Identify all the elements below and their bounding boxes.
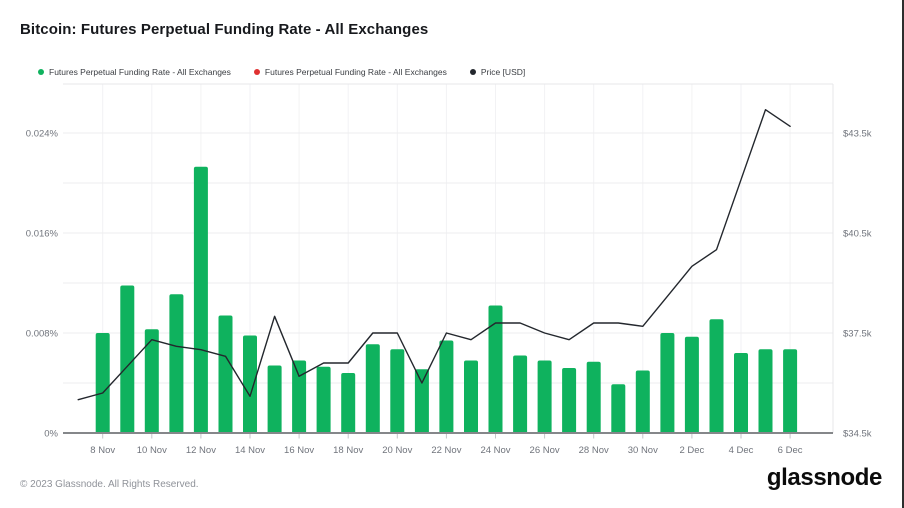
x-axis-label: 6 Dec	[778, 445, 803, 456]
funding-rate-bar	[193, 166, 208, 434]
x-axis-label: 30 Nov	[628, 445, 658, 456]
funding-rate-bar	[562, 368, 577, 433]
x-axis-label: 18 Nov	[333, 445, 363, 456]
funding-rate-bar	[684, 336, 699, 433]
y-axis-label-price: $40.5k	[843, 229, 872, 240]
copyright-text: © 2023 Glassnode. All Rights Reserved.	[20, 479, 199, 490]
legend-item-1[interactable]: Futures Perpetual Funding Rate - All Exc…	[253, 67, 447, 77]
legend-dot-icon	[38, 69, 44, 75]
y-axis-label-funding: 0.008%	[26, 329, 59, 340]
legend-dot-icon	[469, 69, 476, 75]
funding-rate-bar	[218, 315, 233, 433]
funding-rate-bar	[513, 355, 528, 433]
funding-rate-bar	[635, 370, 650, 433]
funding-rate-bar	[95, 333, 110, 433]
funding-rate-bar	[537, 360, 552, 433]
funding-rate-bar	[169, 294, 184, 433]
funding-rate-bar	[267, 365, 282, 433]
price-line	[77, 108, 791, 401]
x-axis-label: 10 Nov	[137, 445, 167, 456]
legend-dot-icon	[253, 69, 260, 75]
legend: Futures Perpetual Funding Rate - All Exc…	[38, 67, 525, 77]
funding-rate-bar	[660, 333, 675, 433]
x-axis-label: 26 Nov	[530, 445, 560, 456]
y-axis-label-price: $37.5k	[843, 329, 872, 340]
y-axis-label-price: $34.5k	[843, 429, 872, 440]
funding-rate-bar	[414, 369, 429, 433]
funding-rate-bar	[734, 353, 748, 433]
funding-rate-bar	[611, 384, 626, 433]
legend-item-label: Futures Perpetual Funding Rate - All Exc…	[49, 67, 231, 77]
legend-item-2[interactable]: Price [USD]	[469, 67, 526, 77]
x-axis-label: 24 Nov	[480, 445, 510, 456]
funding-rate-bar	[783, 349, 798, 433]
y-axis-label-funding: 0.024%	[26, 129, 59, 140]
x-axis-label: 8 Nov	[90, 445, 115, 456]
funding-rate-bar	[316, 366, 331, 433]
x-axis-label: 16 Nov	[284, 445, 314, 456]
legend-item-0[interactable]: Futures Perpetual Funding Rate - All Exc…	[38, 67, 231, 77]
funding-rate-bar	[243, 335, 257, 433]
funding-rate-bar	[292, 360, 307, 433]
y-axis-label-funding: 0%	[44, 429, 58, 440]
funding-rate-bar	[488, 305, 503, 433]
legend-item-label: Futures Perpetual Funding Rate - All Exc…	[264, 67, 447, 77]
funding-rate-bar	[464, 360, 478, 433]
window-right-border	[902, 0, 904, 508]
funding-rate-bar	[144, 329, 159, 433]
page-title: Bitcoin: Futures Perpetual Funding Rate …	[20, 21, 429, 38]
x-axis-label: 4 Dec	[729, 445, 754, 456]
y-axis-label-funding: 0.016%	[26, 229, 59, 240]
funding-rate-bar	[439, 340, 454, 433]
funding-rate-bar	[709, 319, 724, 433]
funding-rate-bar	[365, 344, 380, 433]
funding-rate-bar	[758, 349, 773, 433]
x-axis-label: 12 Nov	[186, 445, 216, 456]
x-axis-label: 2 Dec	[679, 445, 704, 456]
x-axis-label: 28 Nov	[579, 445, 609, 456]
x-axis-label: 14 Nov	[235, 445, 265, 456]
funding-rate-bar	[341, 373, 356, 433]
funding-rate-bar	[586, 361, 601, 433]
funding-rate-bar	[390, 349, 405, 433]
y-axis-label-price: $43.5k	[843, 129, 872, 140]
x-axis-label: 20 Nov	[382, 445, 412, 456]
glassnode-logo: glassnode	[766, 464, 883, 491]
funding-rate-bar	[120, 285, 135, 433]
legend-item-label: Price [USD]	[480, 67, 526, 77]
x-axis-label: 22 Nov	[431, 445, 461, 456]
